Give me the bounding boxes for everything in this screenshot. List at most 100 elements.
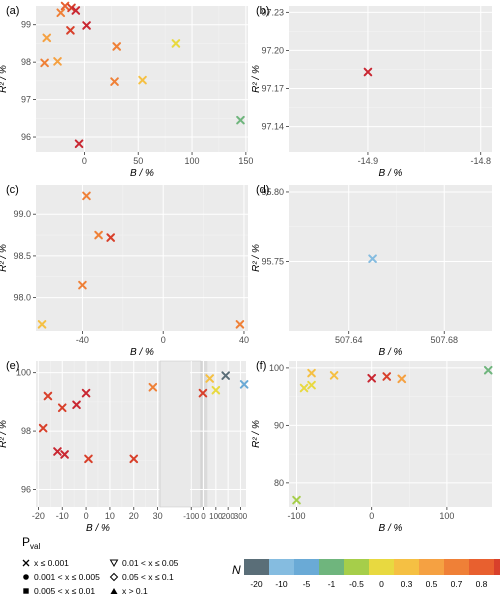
x-tick-label: 150 <box>238 156 253 166</box>
data-point <box>37 320 47 329</box>
panel-b: -14.9 -14.8 97.14 97.17 97.20 97.23(b) B / % R²… <box>251 5 492 179</box>
data-point <box>292 495 301 505</box>
legend-pval-label: x ≤ 0.001 <box>34 558 69 568</box>
y-tick-label: 96 <box>21 132 31 142</box>
data-point <box>382 372 392 381</box>
colorbar-label: 0.3 <box>401 579 413 589</box>
x-tick-label: 507.64 <box>335 335 363 345</box>
data-point <box>53 447 62 456</box>
y-axis-title: R² / % <box>0 65 9 93</box>
panel-d: 507.64 507.68 95.75 95.80(d) B / % R² / % <box>251 184 492 358</box>
y-tick-label: 97.20 <box>261 45 284 55</box>
inset-x-tick-label: 100 <box>209 512 223 521</box>
data-point <box>397 374 407 384</box>
data-point <box>66 26 75 35</box>
y-tick-label: 98 <box>21 57 31 67</box>
legend-symbol-tri-down <box>109 559 119 567</box>
y-axis-title: R² / % <box>0 244 9 272</box>
x-tick-label: -14.8 <box>470 156 491 166</box>
colorbar-swatch <box>319 559 344 575</box>
panel-label: (e) <box>6 360 19 372</box>
x-tick-label: 30 <box>153 511 163 521</box>
colorbar-swatch <box>369 559 394 575</box>
colorbar-label: -1 <box>328 579 336 589</box>
data-point <box>74 139 84 149</box>
x-tick-label: 0 <box>369 511 374 521</box>
data-point <box>483 365 493 375</box>
legend-symbol-square <box>23 588 29 594</box>
panel-background <box>289 6 492 152</box>
legend-symbol-x <box>22 559 30 567</box>
panel-label: (d) <box>256 184 269 196</box>
y-axis-title: R² / % <box>251 244 262 272</box>
y-axis-title: R² / % <box>0 420 9 448</box>
data-point <box>67 3 76 13</box>
y-tick-label: 80 <box>274 478 284 488</box>
legend-pval-title: Pval <box>22 535 40 551</box>
y-tick-label: 97.17 <box>261 84 284 94</box>
colorbar-label: 0.8 <box>476 579 488 589</box>
y-tick-label: 100 <box>16 368 31 378</box>
y-tick-label: 98.5 <box>13 251 31 261</box>
data-point <box>60 1 70 11</box>
panel-label: (a) <box>6 5 19 17</box>
x-tick-label: 10 <box>105 511 115 521</box>
x-tick-label: -100 <box>288 511 306 521</box>
data-point <box>71 6 81 15</box>
panel-e: -20 -10 0 10 20 30 96 98 100(e) B / % R² / % <box>0 360 163 534</box>
colorbar-swatch <box>394 559 419 575</box>
panel-background <box>36 185 248 331</box>
panel-c: -40 0 40 98.0 98.5 99.0 (c) B / % R² / % <box>0 184 249 358</box>
colorbar-label: -10 <box>275 579 288 589</box>
y-tick-label: 99.0 <box>13 209 31 219</box>
data-point <box>43 391 53 401</box>
x-tick-label: 0 <box>82 156 87 166</box>
inset-data-point <box>205 374 214 383</box>
legend-pval-label: 0.001 < x ≤ 0.005 <box>34 572 100 582</box>
inset-x-tick-label: 200 <box>221 512 235 521</box>
x-axis-title: B / % <box>130 168 154 179</box>
legend-n: N-20-10-5-1-0.500.30.50.70.80.90.951 <box>232 559 500 589</box>
y-tick-label: 95.80 <box>261 187 284 197</box>
legend-pval-label: 0.005 < x ≤ 0.01 <box>34 586 95 596</box>
colorbar-swatch <box>419 559 444 575</box>
inset-x-tick-label: 0 <box>201 512 206 521</box>
data-point <box>38 423 48 433</box>
panel-background <box>289 185 492 331</box>
y-axis-title: R² / % <box>251 65 262 93</box>
panel-label: (b) <box>256 5 269 17</box>
x-tick-label: -10 <box>56 511 69 521</box>
x-tick-label: 20 <box>129 511 139 521</box>
data-point <box>81 388 91 398</box>
data-point <box>72 400 81 410</box>
data-point <box>307 380 316 390</box>
x-axis-title: B / % <box>130 347 154 358</box>
colorbar-label: 0.5 <box>426 579 438 589</box>
x-axis-title: B / % <box>379 523 403 534</box>
y-tick-label: 97.23 <box>261 7 284 17</box>
x-tick-label: 100 <box>439 511 454 521</box>
colorbar-swatch <box>269 559 294 575</box>
colorbar-label: -20 <box>250 579 263 589</box>
data-point <box>138 75 147 85</box>
data-point <box>82 191 91 201</box>
x-tick-label: 0 <box>161 335 166 345</box>
panel-label: (c) <box>6 184 19 196</box>
legend-symbol-diamond <box>109 572 119 582</box>
x-tick-label: 0 <box>84 511 89 521</box>
data-point <box>82 21 91 30</box>
zoom-connector <box>159 360 202 508</box>
legend-pval-title-sub: val <box>30 542 40 551</box>
colorbar-label: 0 <box>379 579 384 589</box>
panel-background <box>289 361 492 507</box>
data-point <box>363 67 373 77</box>
x-axis-title: B / % <box>86 523 110 534</box>
inset-data-point <box>211 385 221 395</box>
colorbar-swatch <box>444 559 469 575</box>
data-point <box>299 383 309 393</box>
x-tick-label: -20 <box>32 511 45 521</box>
data-point <box>42 33 52 43</box>
